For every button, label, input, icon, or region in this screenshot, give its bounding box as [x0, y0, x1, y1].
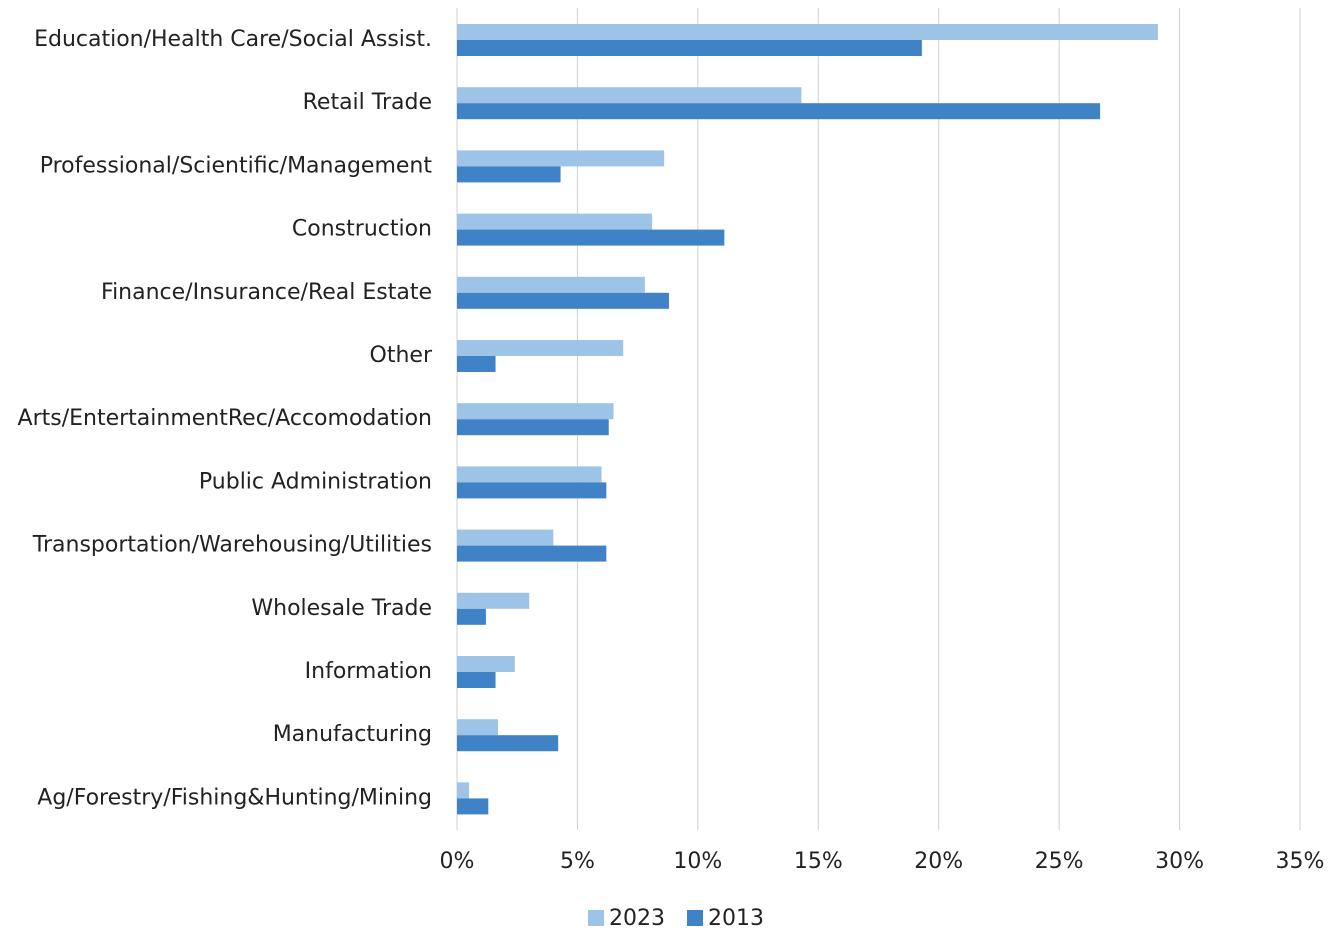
bar [457, 229, 725, 246]
bar [457, 40, 922, 56]
bar [457, 529, 554, 546]
bar [457, 340, 624, 356]
category-label: Finance/Insurance/Real Estate [101, 280, 432, 305]
bar [457, 276, 645, 293]
x-tick-label: 35% [1276, 849, 1325, 874]
bar [457, 292, 669, 309]
x-tick-label: 10% [673, 849, 722, 874]
bar [457, 166, 561, 183]
bar [457, 466, 602, 483]
category-label: Retail Trade [303, 90, 432, 115]
category-label: Wholesale Trade [251, 596, 432, 621]
bar [457, 482, 607, 499]
bar [457, 103, 1101, 120]
bar [457, 545, 607, 562]
legend-label: 2023 [609, 906, 665, 931]
category-label: Professional/Scientific/Management [40, 153, 433, 178]
legend-swatch [588, 910, 604, 926]
category-label: Information [305, 659, 432, 684]
category-label: Construction [292, 217, 432, 242]
category-label: Transportation/Warehousing/Utilities [32, 533, 432, 558]
category-label: Manufacturing [273, 722, 432, 747]
x-tick-label: 15% [794, 849, 843, 874]
bar [457, 735, 559, 752]
bar [457, 592, 530, 609]
bar [457, 608, 486, 625]
x-tick-label: 20% [914, 849, 963, 874]
bar [457, 672, 496, 688]
legend-swatch [687, 910, 703, 926]
bar [457, 213, 653, 230]
bar [457, 798, 489, 815]
bar [457, 719, 498, 736]
x-tick-label: 30% [1155, 849, 1204, 874]
category-label: Arts/EntertainmentRec/Accomodation [18, 406, 432, 431]
x-tick-label: 5% [560, 849, 595, 874]
bar [457, 356, 496, 372]
bar [457, 656, 515, 672]
category-label: Education/Health Care/Social Assist. [34, 27, 432, 52]
x-tick-label: 0% [440, 849, 475, 874]
category-label: Public Administration [199, 469, 432, 494]
bar [457, 419, 609, 436]
bar [457, 403, 614, 420]
bar [457, 87, 802, 104]
legend-label: 2013 [708, 906, 764, 931]
category-label: Other [370, 343, 433, 368]
x-tick-label: 25% [1035, 849, 1084, 874]
bar [457, 782, 470, 799]
category-label: Ag/Forestry/Fishing&Hunting/Mining [37, 785, 432, 810]
bar [457, 24, 1158, 40]
bar [457, 150, 665, 167]
